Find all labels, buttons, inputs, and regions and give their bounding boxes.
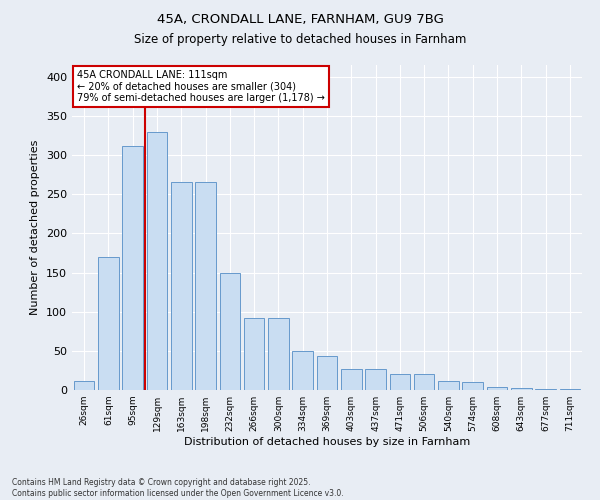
Bar bbox=[365, 369, 386, 390]
Bar bbox=[511, 388, 532, 390]
Bar bbox=[146, 132, 167, 390]
Bar bbox=[414, 374, 434, 390]
Bar bbox=[389, 374, 410, 390]
Bar bbox=[171, 182, 191, 390]
Bar bbox=[560, 389, 580, 390]
Bar bbox=[487, 387, 508, 390]
Bar bbox=[268, 318, 289, 390]
Bar bbox=[438, 380, 459, 390]
Bar bbox=[317, 356, 337, 390]
Bar bbox=[98, 257, 119, 390]
Bar bbox=[74, 380, 94, 390]
Text: Size of property relative to detached houses in Farnham: Size of property relative to detached ho… bbox=[134, 32, 466, 46]
Bar bbox=[195, 182, 216, 390]
X-axis label: Distribution of detached houses by size in Farnham: Distribution of detached houses by size … bbox=[184, 437, 470, 447]
Text: 45A, CRONDALL LANE, FARNHAM, GU9 7BG: 45A, CRONDALL LANE, FARNHAM, GU9 7BG bbox=[157, 12, 443, 26]
Bar bbox=[244, 318, 265, 390]
Y-axis label: Number of detached properties: Number of detached properties bbox=[31, 140, 40, 315]
Bar bbox=[292, 351, 313, 390]
Bar bbox=[463, 382, 483, 390]
Text: Contains HM Land Registry data © Crown copyright and database right 2025.
Contai: Contains HM Land Registry data © Crown c… bbox=[12, 478, 344, 498]
Bar bbox=[220, 272, 240, 390]
Text: 45A CRONDALL LANE: 111sqm
← 20% of detached houses are smaller (304)
79% of semi: 45A CRONDALL LANE: 111sqm ← 20% of detac… bbox=[77, 70, 325, 103]
Bar bbox=[535, 389, 556, 390]
Bar bbox=[122, 146, 143, 390]
Bar bbox=[341, 369, 362, 390]
